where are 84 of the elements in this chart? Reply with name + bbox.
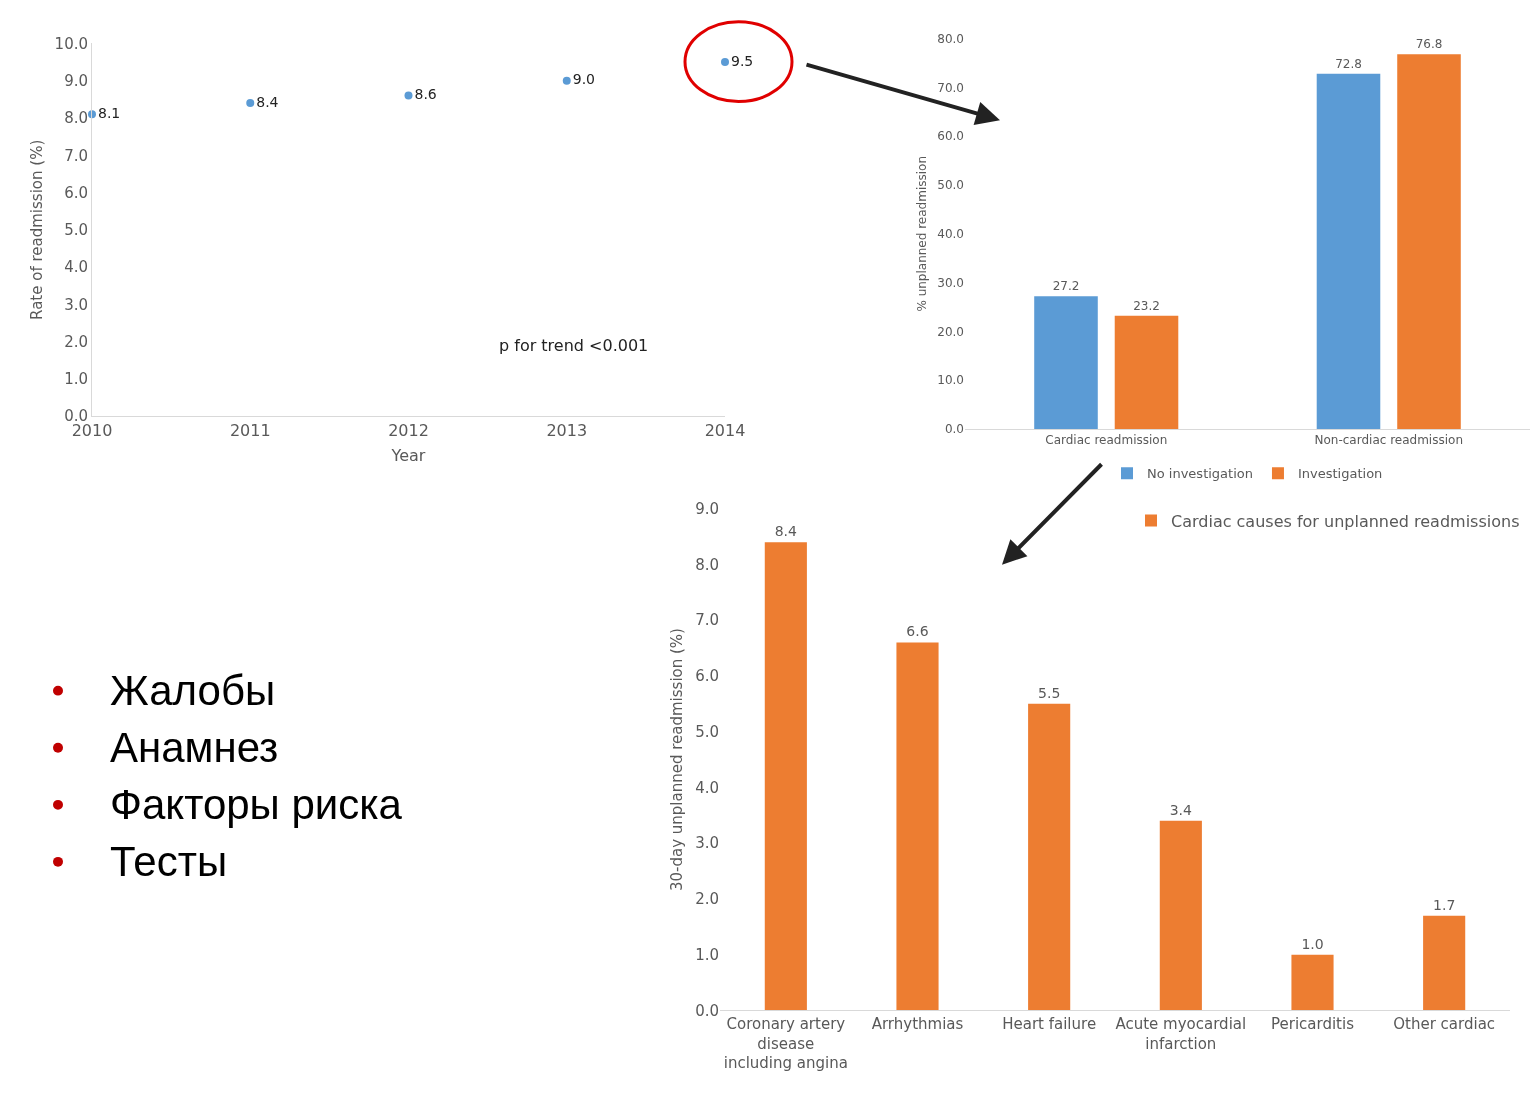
legend-label: Cardiac causes for unplanned readmissions	[1171, 511, 1520, 531]
point	[562, 76, 571, 85]
y-tick-label: 4.0	[695, 778, 719, 797]
y-tick-label: 0.0	[695, 1001, 719, 1020]
y-tick-label: 9.0	[695, 499, 719, 518]
y-tick-label: 8.0	[64, 109, 88, 128]
bar	[1034, 296, 1098, 430]
data-label: 8.4	[774, 523, 798, 540]
bar	[764, 542, 807, 1011]
data-label: 9.5	[731, 52, 754, 69]
data-label: 9.0	[572, 71, 596, 88]
x-tick-label: 2014	[704, 421, 746, 441]
data-label: 6.6	[906, 623, 929, 640]
y-tick-label: 3.0	[695, 834, 719, 853]
x-tick-label: 2013	[546, 421, 588, 441]
x-tick-label: 2011	[229, 421, 271, 441]
y-tick-label: 7.0	[64, 146, 88, 165]
x-tick-label: Non-cardiac readmission	[1314, 433, 1463, 448]
y-tick-label: 7.0	[695, 611, 719, 630]
text: Жалобы	[110, 667, 276, 714]
data-label: 23.2	[1133, 298, 1160, 313]
y-tick-label: 6.0	[695, 667, 719, 686]
x-tick-label: 2012	[388, 421, 429, 441]
bar	[1423, 915, 1466, 1011]
y-tick-label: 1.0	[695, 945, 719, 964]
x-tick-label: Arrhythmias	[871, 1015, 964, 1034]
x-tick-label: 2010	[71, 421, 113, 441]
data-label: 3.4	[1169, 801, 1193, 818]
x-tick-label: Other cardiac	[1393, 1015, 1496, 1034]
data-label: 72.8	[1335, 56, 1362, 71]
data-label: 1.7	[1433, 896, 1456, 913]
point	[246, 99, 255, 108]
x-axis-title: Year	[390, 446, 426, 466]
bar	[896, 642, 939, 1011]
y-tick-label: 30.0	[937, 275, 964, 290]
bar	[1159, 820, 1202, 1011]
y-tick-label: 3.0	[64, 295, 88, 314]
y-tick-label: 6.0	[64, 183, 88, 202]
data-label: 76.8	[1415, 37, 1443, 52]
y-tick-label: 50.0	[937, 178, 964, 193]
legend-label: No investigation	[1147, 466, 1253, 482]
y-axis-title: Rate of readmission (%)	[27, 139, 46, 320]
bar	[1114, 315, 1179, 430]
bar	[1028, 703, 1071, 1011]
text: Тесты	[110, 838, 228, 885]
data-label: 5.5	[1038, 684, 1061, 701]
y-tick-label: 60.0	[937, 129, 964, 144]
y-tick-label: 20.0	[937, 324, 964, 339]
text: Факторы риска	[110, 781, 403, 828]
y-tick-label: 70.0	[937, 80, 964, 95]
y-tick-label: 10.0	[54, 34, 88, 53]
y-tick-label: 0.0	[944, 422, 964, 437]
x-tick-label: Coronary artery disease including angina	[723, 1015, 848, 1073]
data-label: 8.1	[98, 104, 121, 121]
y-tick-label: 5.0	[695, 722, 719, 741]
y-tick-label: 2.0	[695, 890, 719, 909]
x-tick-label: Pericarditis	[1271, 1015, 1355, 1034]
legend-label: Investigation	[1297, 466, 1383, 482]
text: Анамнез	[110, 724, 279, 771]
annotation: p for trend <0.001	[499, 336, 649, 355]
x-tick-label: Heart failure	[1002, 1015, 1097, 1034]
y-tick-label: 10.0	[937, 373, 964, 388]
y-tick-label: 9.0	[64, 71, 88, 90]
bar	[1291, 954, 1334, 1011]
y-axis-title: 30-day unplanned readmission (%)	[668, 628, 687, 892]
point	[721, 58, 729, 67]
y-tick-label: 40.0	[937, 226, 964, 241]
y-tick-label: 2.0	[64, 332, 88, 351]
y-tick-label: 8.0	[695, 555, 719, 574]
data-label: 8.6	[414, 86, 437, 103]
data-label: 8.4	[256, 93, 279, 110]
x-tick-label: Acute myocardial infarction	[1115, 1015, 1247, 1053]
y-tick-label: 5.0	[64, 221, 88, 240]
y-tick-label: 4.0	[64, 258, 88, 277]
bar	[1397, 54, 1461, 430]
point	[88, 110, 96, 119]
x-tick-label: Cardiac readmission	[1045, 433, 1168, 448]
y-tick-label: 80.0	[937, 31, 964, 46]
y-tick-label: 1.0	[64, 370, 88, 389]
data-label: 27.2	[1052, 279, 1080, 294]
data-label: 1.0	[1301, 935, 1324, 952]
bar	[1316, 73, 1381, 430]
y-axis-title: % unplanned readmission	[914, 155, 929, 312]
point	[404, 91, 413, 100]
